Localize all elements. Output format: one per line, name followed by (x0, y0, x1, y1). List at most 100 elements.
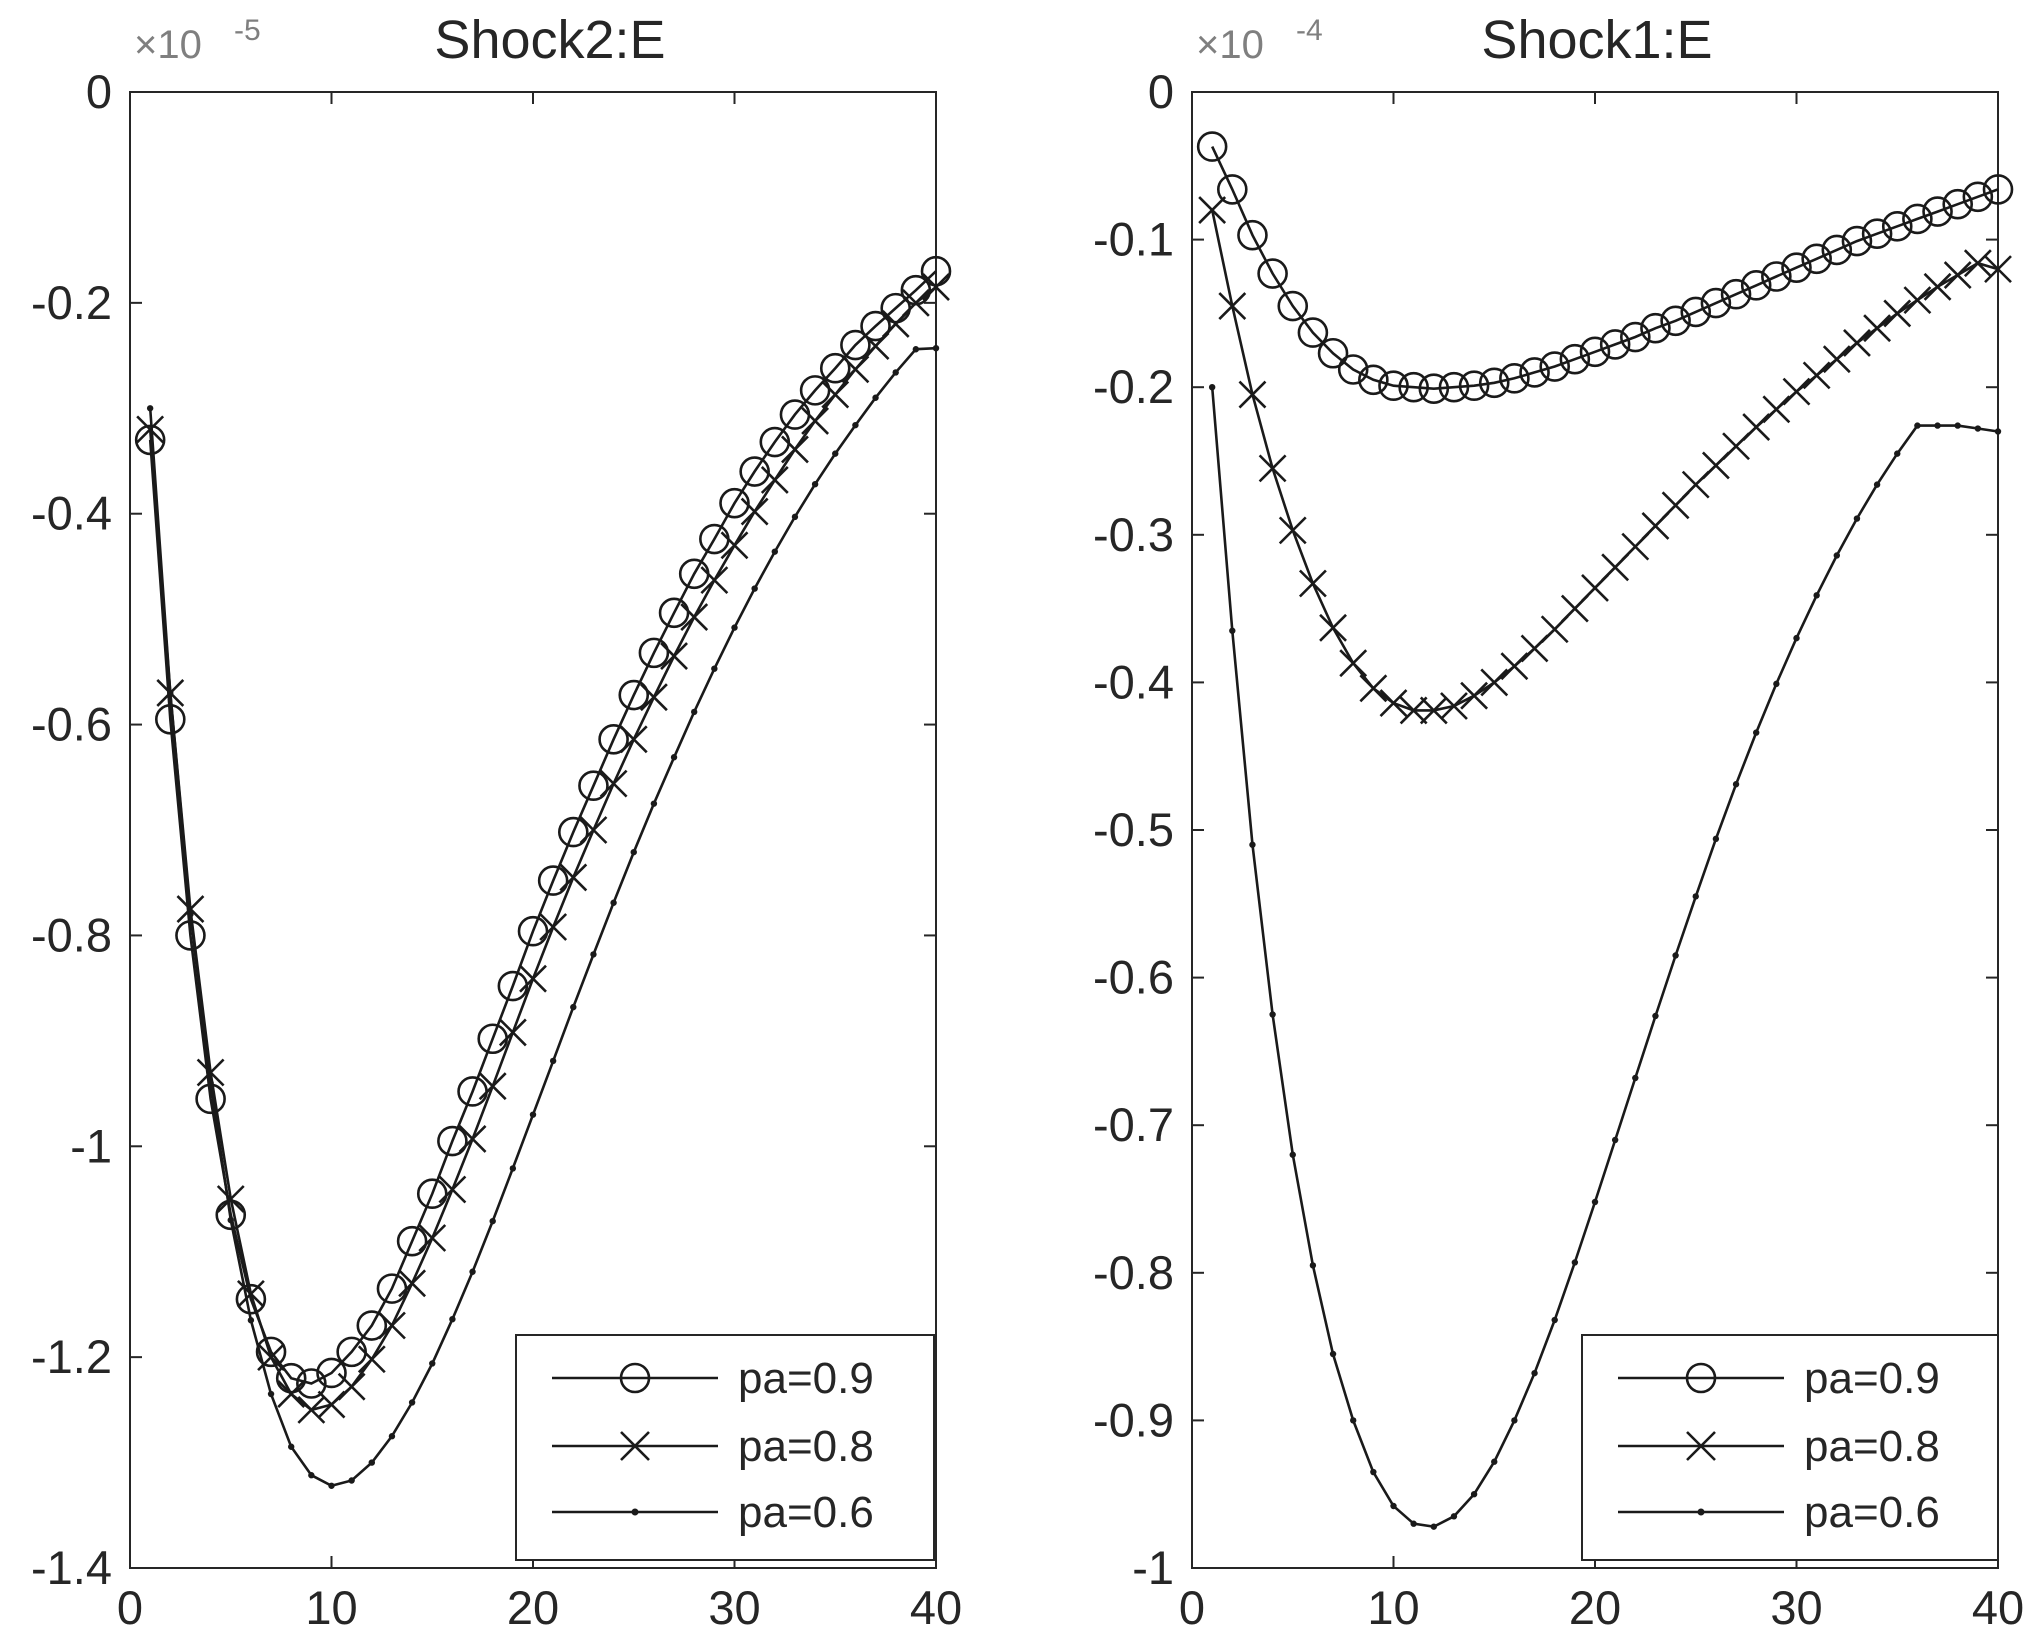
data-point-circle (1559, 343, 1591, 375)
data-point-dot (1470, 1491, 1478, 1498)
chart-shock2: Shock2:E ×10 -5 0 10 20 30 40 0 -0.2 -0.4 -0.6 -0… (31, 10, 962, 1634)
data-point-x (1399, 696, 1428, 725)
data-point-dot (892, 369, 899, 376)
data-point-dot (1551, 1316, 1558, 1324)
legend-circle-marker (619, 1362, 651, 1394)
data-point-dot (711, 665, 718, 672)
data-point-circle (598, 724, 629, 755)
y-tick-label: -0.4 (31, 487, 112, 540)
y-tick-label: -0.4 (1093, 655, 1174, 708)
data-point-x (559, 863, 588, 892)
data-point-dot (1611, 1136, 1619, 1144)
data-point-circle (1881, 211, 1913, 242)
legend-box (1581, 1334, 1999, 1561)
series-line (148, 346, 937, 1488)
chart-title: Shock2:E (434, 10, 665, 70)
data-point-circle (1821, 234, 1853, 266)
data-point-circle (437, 1125, 468, 1157)
data-point-dot (549, 1057, 557, 1065)
data-point-circle (1599, 329, 1631, 360)
data-point-x (398, 1269, 427, 1298)
y-tick-label: -0.6 (31, 698, 112, 751)
plot-area: 0 10 20 30 40 0 -0.2 -0.4 -0.6 -0.8 -1 -1.2 -1.4 (31, 65, 962, 1634)
y-tick-label: -0.7 (1093, 1098, 1174, 1151)
data-point-x (700, 566, 729, 595)
y-tick-label: -0.1 (1093, 213, 1174, 266)
data-point-x (1359, 674, 1388, 703)
data-point-x (1742, 413, 1771, 441)
data-point-circle (517, 915, 549, 947)
data-point-circle (1902, 203, 1933, 235)
data-point-x (317, 1390, 346, 1419)
data-point-circle (1620, 321, 1651, 353)
data-point-x (1379, 689, 1408, 717)
data-point-x (1782, 377, 1811, 406)
data-point-circle (1922, 196, 1953, 227)
data-point-dot (811, 480, 819, 488)
data-point-x (136, 415, 165, 444)
data-point-dot (1531, 1369, 1538, 1377)
data-point-dot (1934, 422, 1941, 429)
data-point-x (740, 497, 769, 526)
data-point-dot (630, 848, 637, 856)
data-point-circle (799, 375, 831, 406)
data-point-dot (288, 1443, 295, 1450)
data-point-dot (1350, 1417, 1357, 1424)
data-point-x (720, 531, 749, 560)
data-point-x (579, 816, 608, 844)
series-line (1210, 209, 1999, 712)
legend-entry-pa09: pa=0.9 (1618, 1354, 1940, 1403)
y-tick-label: -1.2 (31, 1330, 112, 1383)
data-point-dot (670, 754, 678, 761)
data-point-circle (1761, 261, 1792, 292)
data-point-dot (650, 800, 658, 807)
data-point-x (478, 1072, 507, 1101)
data-point-x (861, 332, 890, 361)
data-point-x (539, 913, 568, 941)
data-point-dot (570, 1003, 577, 1011)
data-point-x (760, 466, 789, 494)
data-point-dot (832, 450, 839, 457)
data-point-circle (1438, 371, 1470, 403)
data-point-circle (316, 1357, 347, 1389)
y-exponent-label: ×10 -4 (1196, 14, 1323, 67)
legend-entry-pa06: pa=0.6 (552, 1488, 874, 1537)
x-tick-label: 40 (1972, 1581, 2024, 1634)
y-tick-label: -0.2 (1093, 360, 1174, 413)
data-point-dot (1208, 384, 1216, 391)
x-tick-label: 10 (1367, 1581, 1419, 1634)
data-point-x (1238, 380, 1267, 409)
y-tick-label: -0.8 (31, 908, 112, 961)
data-point-dot (1571, 1259, 1579, 1266)
data-point-dot (348, 1477, 355, 1484)
x-tick-label: 30 (708, 1581, 760, 1634)
data-point-dot (1652, 1012, 1659, 1020)
y-tick-label: -0.2 (31, 276, 112, 329)
y-tick-label: -1 (1132, 1541, 1174, 1594)
y-tick-label: -0.9 (1093, 1393, 1174, 1446)
legend-label: pa=0.9 (1804, 1354, 1940, 1403)
data-point-x (1198, 196, 1227, 224)
data-point-circle (719, 487, 750, 519)
data-point-circle (1740, 270, 1772, 301)
data-point-dot (1450, 1513, 1458, 1520)
legend-box (515, 1334, 935, 1561)
y-tick-label: 0 (1148, 65, 1174, 118)
data-point-circle (1499, 363, 1530, 394)
data-point-dot (1954, 422, 1961, 429)
data-point-dot (368, 1459, 375, 1466)
series-line (1210, 387, 1999, 1529)
series-pa=0.6 (146, 344, 940, 1489)
data-point-dot (267, 1390, 275, 1398)
data-point-dot (227, 1216, 234, 1224)
data-point-x (297, 1395, 326, 1424)
series-pa=0.9 (134, 255, 952, 1399)
chart-shock1: Shock1:E ×10 -4 0 10 20 30 40 0 -0.1 -0.2 -0.3 -0… (1093, 10, 2024, 1634)
data-point-dot (1914, 422, 1921, 429)
data-point-x (841, 355, 870, 384)
y-tick-label: 0 (86, 65, 112, 118)
data-point-x (458, 1124, 487, 1153)
data-point-dot (932, 344, 940, 352)
data-point-circle (1942, 188, 1973, 220)
